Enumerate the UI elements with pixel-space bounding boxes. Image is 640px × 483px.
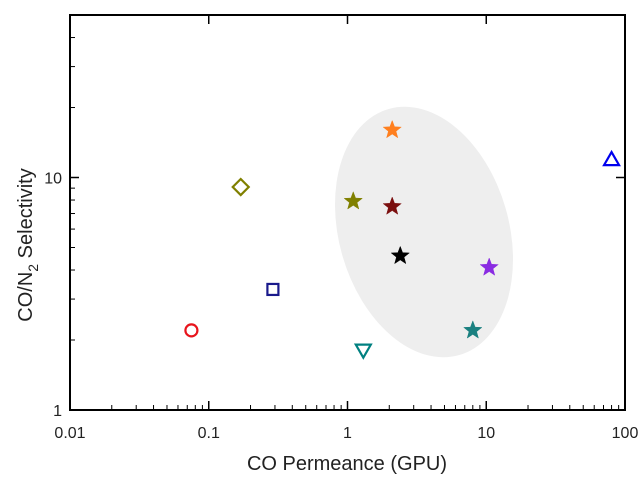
data-point-star xyxy=(390,245,410,265)
y-tick-label: 10 xyxy=(44,171,62,188)
data-point-star xyxy=(382,119,402,139)
x-tick-label: 0.01 xyxy=(54,425,85,442)
data-point-star xyxy=(343,191,363,210)
y-axis-label: CO/N2 Selectivity xyxy=(15,168,41,321)
data-point-diamond xyxy=(231,177,251,197)
highlight-region xyxy=(335,106,513,358)
data-point-triangle-up xyxy=(602,149,621,167)
x-tick-label: 100 xyxy=(612,425,639,442)
data-point-square xyxy=(266,282,280,297)
data-point-star xyxy=(479,257,499,276)
x-tick-label: 10 xyxy=(477,425,495,442)
data-point-circle xyxy=(184,323,199,338)
data-point-star xyxy=(382,196,402,215)
x-tick-label: 1 xyxy=(343,425,352,442)
y-tick-label: 1 xyxy=(53,403,62,420)
data-point-triangle-down xyxy=(353,343,373,360)
x-tick-label: 0.1 xyxy=(198,425,220,442)
data-points xyxy=(184,119,621,360)
data-point-star xyxy=(463,320,483,339)
x-axis-label: CO Permeance (GPU) xyxy=(247,453,447,475)
axis-ticks: 0.01 0.1 1 10 100 1 10 xyxy=(44,15,638,442)
